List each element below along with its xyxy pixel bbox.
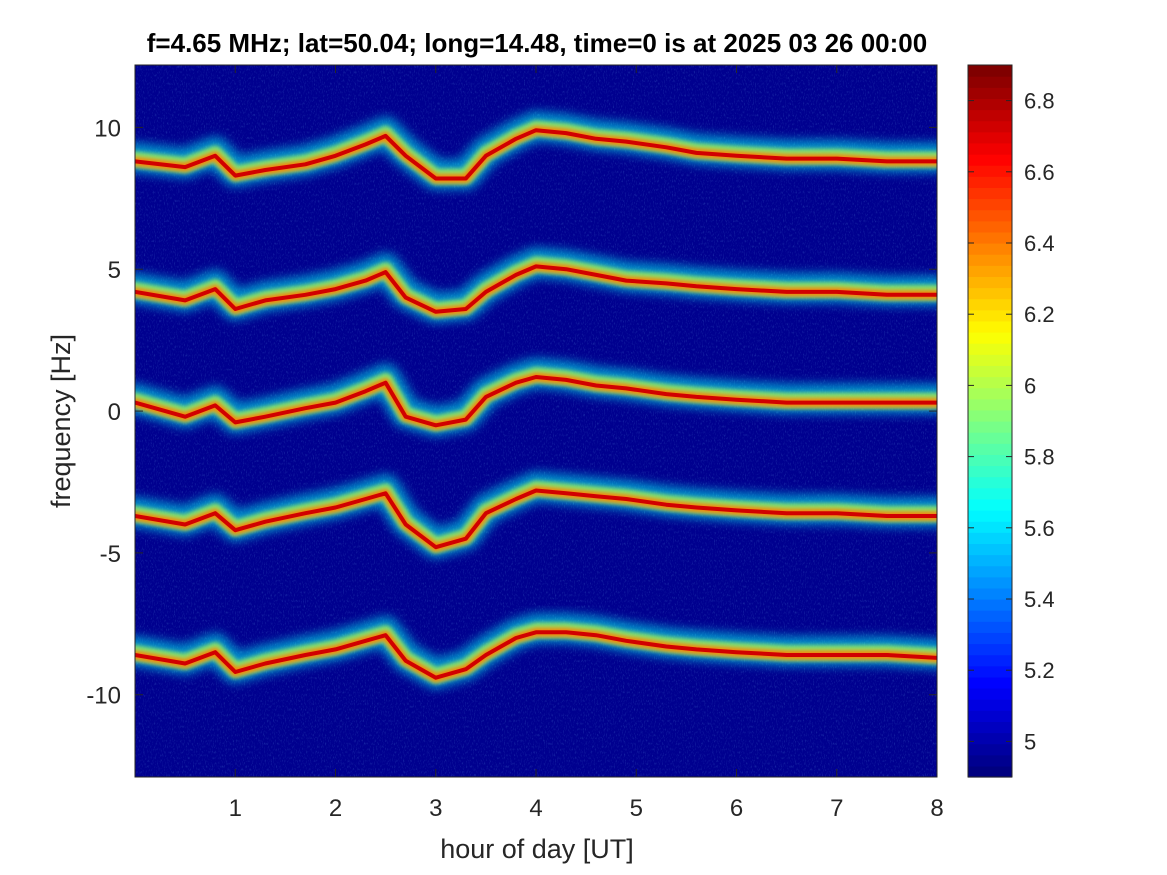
- colorbar-tick-label: 6: [1024, 373, 1036, 398]
- x-tick-label: 6: [730, 795, 743, 822]
- colorbar-tick-label: 6.6: [1024, 160, 1055, 185]
- x-tick-label: 3: [429, 795, 442, 822]
- spectral-trace-5: [135, 613, 937, 689]
- chart-title: f=4.65 MHz; lat=50.04; long=14.48, time=…: [147, 28, 927, 58]
- y-tick-label: 0: [108, 399, 121, 426]
- x-tick-label: 1: [229, 795, 242, 822]
- spectral-trace-3: [135, 358, 937, 437]
- x-tick-label: 2: [329, 795, 342, 822]
- colorbar-tick-label: 5: [1024, 729, 1036, 754]
- colorbar-tick-label: 5.8: [1024, 445, 1055, 470]
- x-tick-label: 8: [930, 795, 943, 822]
- colorbar-tick-label: 5.2: [1024, 658, 1055, 683]
- y-axis-label: frequency [Hz]: [46, 334, 76, 508]
- colorbar-tick-label: 5.6: [1024, 516, 1055, 541]
- colorbar-tick-label: 6.8: [1024, 89, 1055, 114]
- y-axis: -10 -5 0 5 10: [86, 115, 937, 710]
- x-tick-label: 4: [529, 795, 542, 822]
- y-tick-label: -10: [86, 683, 121, 710]
- y-tick-label: 10: [94, 115, 121, 142]
- colorbar-gradient: [968, 65, 1012, 778]
- spectral-trace-1: [135, 111, 937, 190]
- x-tick-label: 5: [630, 795, 643, 822]
- y-tick-label: 5: [108, 257, 121, 284]
- colorbar-tick-label: 6.4: [1024, 231, 1055, 256]
- spectral-trace-4: [135, 471, 937, 559]
- colorbar-frame: [967, 64, 1013, 778]
- x-axis: 1 2 3 4 5 6 7 8: [229, 65, 944, 822]
- x-tick-label: 7: [830, 795, 843, 822]
- spectral-trace-2: [135, 247, 937, 323]
- colorbar-tick-label: 5.4: [1024, 587, 1055, 612]
- x-axis-label: hour of day [UT]: [440, 834, 634, 864]
- y-tick-label: -5: [100, 541, 121, 568]
- colorbar-tick-label: 6.2: [1024, 302, 1055, 327]
- traces-layer: [135, 111, 937, 689]
- colorbar: 5 5.2 5.4 5.6 5.8 6 6.2 6.4 6.6 6.8: [967, 64, 1055, 778]
- colorbar-ticks: 5 5.2 5.4 5.6 5.8 6 6.2 6.4 6.6 6.8: [968, 89, 1055, 754]
